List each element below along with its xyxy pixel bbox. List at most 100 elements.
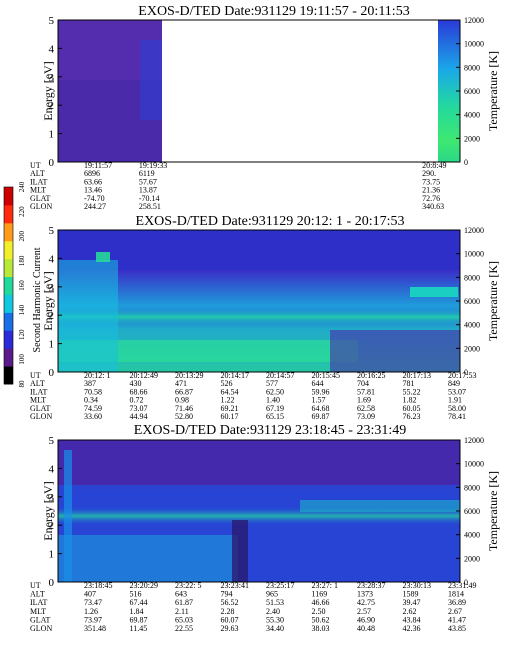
table-cell: 20:14:57: [266, 371, 294, 380]
panel-1-orbit-table: UTALTILATMLTGLATGLON19:11:57689663.6613.…: [30, 161, 447, 211]
table-cell: 69.21: [221, 404, 239, 413]
panel-2-band-1ev: [58, 340, 358, 362]
panel-2-y2label: Temperature [K]: [486, 261, 500, 341]
panel-2-band-2ev: [58, 306, 460, 328]
table-cell: 471: [175, 379, 187, 388]
y2-tick-label: 0: [464, 158, 468, 167]
colorbar-swatch: [4, 204, 13, 224]
table-cell: 38.03: [312, 624, 330, 633]
table-cell: 23:18:45: [84, 581, 112, 590]
colorbar-swatch: [4, 187, 13, 206]
table-cell: 43.85: [448, 624, 466, 633]
table-row-label: UT: [30, 581, 41, 590]
panel-3-y2label: Temperature [K]: [486, 471, 500, 551]
y-tick-label: 1: [49, 129, 55, 141]
y2-tick-label: 2000: [464, 554, 480, 563]
table-cell: 1.69: [357, 396, 371, 405]
panel-2-title: EXOS-D/TED Date:931129 20:12: 1 - 20:17:…: [136, 214, 405, 229]
table-cell: 2.57: [357, 607, 371, 616]
table-cell: 20:12: 1: [84, 371, 110, 380]
table-cell: 73.09: [357, 412, 375, 421]
table-cell: 387: [84, 379, 96, 388]
y2-tick-label: 8000: [464, 273, 480, 282]
table-row-label: ALT: [30, 169, 45, 178]
table-cell: 20:15:45: [312, 371, 340, 380]
table-cell: 704: [357, 379, 369, 388]
y-tick-label: 2: [49, 310, 55, 322]
table-cell: 516: [130, 590, 142, 599]
y-tick-label: 3: [49, 72, 55, 84]
table-cell: 1.57: [312, 396, 326, 405]
table-cell: 73.07: [130, 404, 148, 413]
table-cell: 1373: [357, 590, 373, 599]
table-cell: 67.19: [266, 404, 284, 413]
panel-1-data-right: [438, 20, 460, 162]
table-cell: 74.59: [84, 404, 102, 413]
y2-tick-label: 12000: [464, 226, 484, 235]
panel-2-upper-blue: [58, 230, 460, 270]
panel-2-feature-4ev: [96, 252, 110, 262]
y2-tick-label: 10000: [464, 250, 484, 259]
table-cell: 43.84: [403, 615, 421, 624]
table-cell: 60.07: [221, 615, 239, 624]
table-row-label: GLON: [30, 412, 52, 421]
panel-1-data-left-blue: [140, 40, 162, 120]
table-row-label: MLT: [30, 396, 46, 405]
panel-3-y2-ticks: 0 2000 4000 6000 8000 10000 12000: [456, 436, 484, 587]
table-cell: 65.15: [266, 412, 284, 421]
table-cell: 849: [448, 379, 460, 388]
table-cell: 22.55: [175, 624, 193, 633]
panel-2-plot-area: [58, 230, 460, 372]
table-cell: 73.75: [422, 177, 440, 186]
colorbar-swatches: [4, 187, 13, 385]
panel-3-left-streak: [64, 450, 72, 582]
table-cell: 67.44: [130, 598, 148, 607]
table-cell: -70.14: [139, 194, 160, 203]
table-cell: 23:28:37: [357, 581, 385, 590]
panel-2-y-ticks: 0 1 2 3 4 5: [49, 225, 62, 379]
table-row-label: ILAT: [30, 598, 47, 607]
y2-tick-label: 0: [464, 368, 468, 377]
table-cell: 20:13:29: [175, 371, 203, 380]
colorbar-tick-label: 120: [18, 329, 26, 340]
table-cell: -74.70: [84, 194, 105, 203]
colorbar-swatch: [4, 294, 13, 313]
table-cell: 1814: [448, 590, 464, 599]
table-cell: 53.07: [448, 387, 466, 396]
table-cell: 11.45: [130, 624, 148, 633]
table-cell: 42.75: [357, 598, 375, 607]
colorbar-label: Second Harmonic Current: [32, 247, 43, 352]
table-cell: 430: [130, 379, 142, 388]
table-cell: 57.81: [357, 387, 375, 396]
y2-tick-label: 8000: [464, 483, 480, 492]
colorbar-swatch: [4, 312, 13, 331]
panel-1-ylabel: Energy [eV]: [41, 61, 55, 120]
y-tick-label: 0: [49, 157, 55, 169]
y-tick-label: 4: [49, 253, 55, 265]
y2-tick-label: 6000: [464, 297, 480, 306]
colorbar-swatch: [4, 330, 13, 349]
table-cell: 1.84: [130, 607, 144, 616]
colorbar-ticks: 80 100 120 140 160 180 200 220 240: [18, 181, 26, 387]
table-cell: 78.41: [448, 412, 466, 421]
y-tick-label: 0: [49, 367, 55, 379]
table-row-label: MLT: [30, 607, 46, 616]
colorbar-tick-label: 200: [18, 231, 26, 242]
table-row-label: ALT: [30, 379, 45, 388]
panel-1-y-ticks: 0 1 2 3 4 5: [49, 15, 62, 169]
table-row-label: ALT: [30, 590, 45, 599]
y-tick-label: 3: [49, 282, 55, 294]
panel-1-y2label: Temperature [K]: [486, 51, 500, 131]
table-cell: 1.22: [221, 396, 235, 405]
table-row-label: GLAT: [30, 194, 51, 203]
table-cell: 20:8:49: [422, 161, 446, 170]
table-cell: 66.87: [175, 387, 193, 396]
panel-3-plot-area: [58, 440, 460, 582]
table-row-label: GLAT: [30, 615, 51, 624]
table-cell: 51.53: [266, 598, 284, 607]
panel-3-upper-purple: [58, 440, 460, 490]
colorbar-frame: [3, 186, 14, 385]
panel-2-low-purple: [330, 330, 460, 372]
table-cell: 70.58: [84, 387, 102, 396]
table-cell: 6896: [84, 169, 100, 178]
